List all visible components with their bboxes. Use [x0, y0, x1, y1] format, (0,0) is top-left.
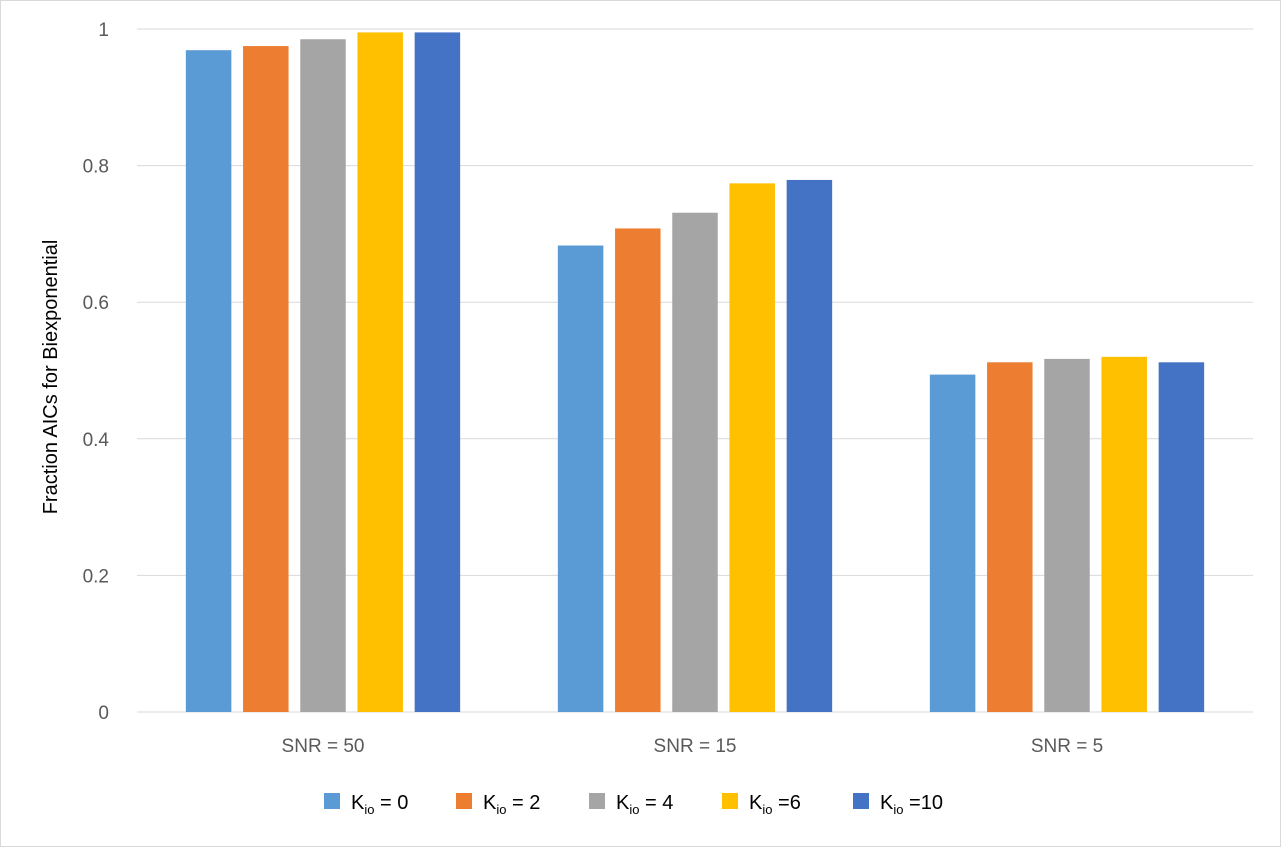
bar-snr-5-series-2	[987, 362, 1033, 712]
bar-snr-5-series-5	[1158, 362, 1205, 712]
bar-snr-50-series-5	[414, 32, 461, 713]
legend-label-main: K	[483, 792, 497, 814]
y-tick-label: 0.6	[83, 293, 109, 314]
bars	[185, 32, 1205, 713]
y-axis-tick-labels: 0 0.2 0.4 0.6 0.8 1	[83, 20, 110, 724]
legend: Kio = 0 Kio = 2 Kio = 4 Kio =6 Kio =10	[324, 792, 943, 817]
legend-item: Kio = 4	[589, 792, 673, 817]
y-tick-label: 0	[98, 703, 109, 724]
legend-item: Kio =10	[853, 792, 943, 817]
bar-snr-50-series-3	[300, 39, 346, 713]
bar-snr-15-series-5	[786, 179, 833, 712]
legend-label-subscript: io	[364, 802, 374, 817]
legend-label-subscript: io	[893, 802, 903, 817]
bar-snr-50-series-4	[357, 32, 403, 713]
x-tick-label: SNR = 50	[282, 736, 365, 757]
legend-label-main: K	[616, 792, 630, 814]
legend-label-suffix: = 4	[639, 792, 673, 814]
legend-label: Kio =10	[880, 792, 943, 817]
legend-label-main: K	[749, 792, 763, 814]
legend-label-subscript: io	[629, 802, 639, 817]
y-tick-label: 1	[98, 20, 109, 41]
legend-item: Kio =6	[722, 792, 801, 817]
legend-item: Kio = 2	[456, 792, 540, 817]
legend-label-subscript: io	[496, 802, 506, 817]
legend-label: Kio = 0	[351, 792, 408, 817]
legend-label-subscript: io	[762, 802, 772, 817]
bar-snr-5-series-3	[1044, 358, 1090, 712]
legend-label: Kio = 2	[483, 792, 540, 817]
y-tick-label: 0.2	[83, 566, 109, 587]
legend-label-suffix: = 2	[506, 792, 540, 814]
legend-swatch	[722, 793, 738, 809]
legend-swatch	[324, 793, 340, 809]
bar-snr-5-series-4	[1101, 356, 1147, 712]
legend-label-suffix: =10	[903, 792, 942, 814]
bar-snr-5-series-1	[929, 374, 976, 712]
x-axis-tick-labels: SNR = 50 SNR = 15 SNR = 5	[282, 736, 1104, 757]
y-tick-label: 0.4	[83, 430, 110, 451]
x-tick-label: SNR = 15	[654, 736, 737, 757]
legend-label-suffix: = 0	[374, 792, 408, 814]
legend-label: Kio = 4	[616, 792, 673, 817]
x-tick-label: SNR = 5	[1031, 736, 1103, 757]
bar-snr-15-series-1	[557, 245, 604, 713]
bar-snr-15-series-3	[672, 212, 718, 713]
legend-label: Kio =6	[749, 792, 801, 817]
y-axis-label: Fraction AICs for Biexponential	[40, 240, 62, 515]
legend-swatch	[456, 793, 472, 809]
bar-snr-15-series-4	[729, 183, 775, 712]
legend-swatch	[589, 793, 605, 809]
legend-label-suffix: =6	[772, 792, 800, 814]
legend-swatch	[853, 793, 869, 809]
legend-label-main: K	[880, 792, 894, 814]
bar-snr-50-series-2	[243, 46, 289, 712]
legend-label-main: K	[351, 792, 365, 814]
bar-snr-15-series-2	[615, 228, 661, 712]
y-tick-label: 0.8	[83, 157, 109, 178]
legend-item: Kio = 0	[324, 792, 408, 817]
bar-snr-50-series-1	[185, 50, 232, 713]
